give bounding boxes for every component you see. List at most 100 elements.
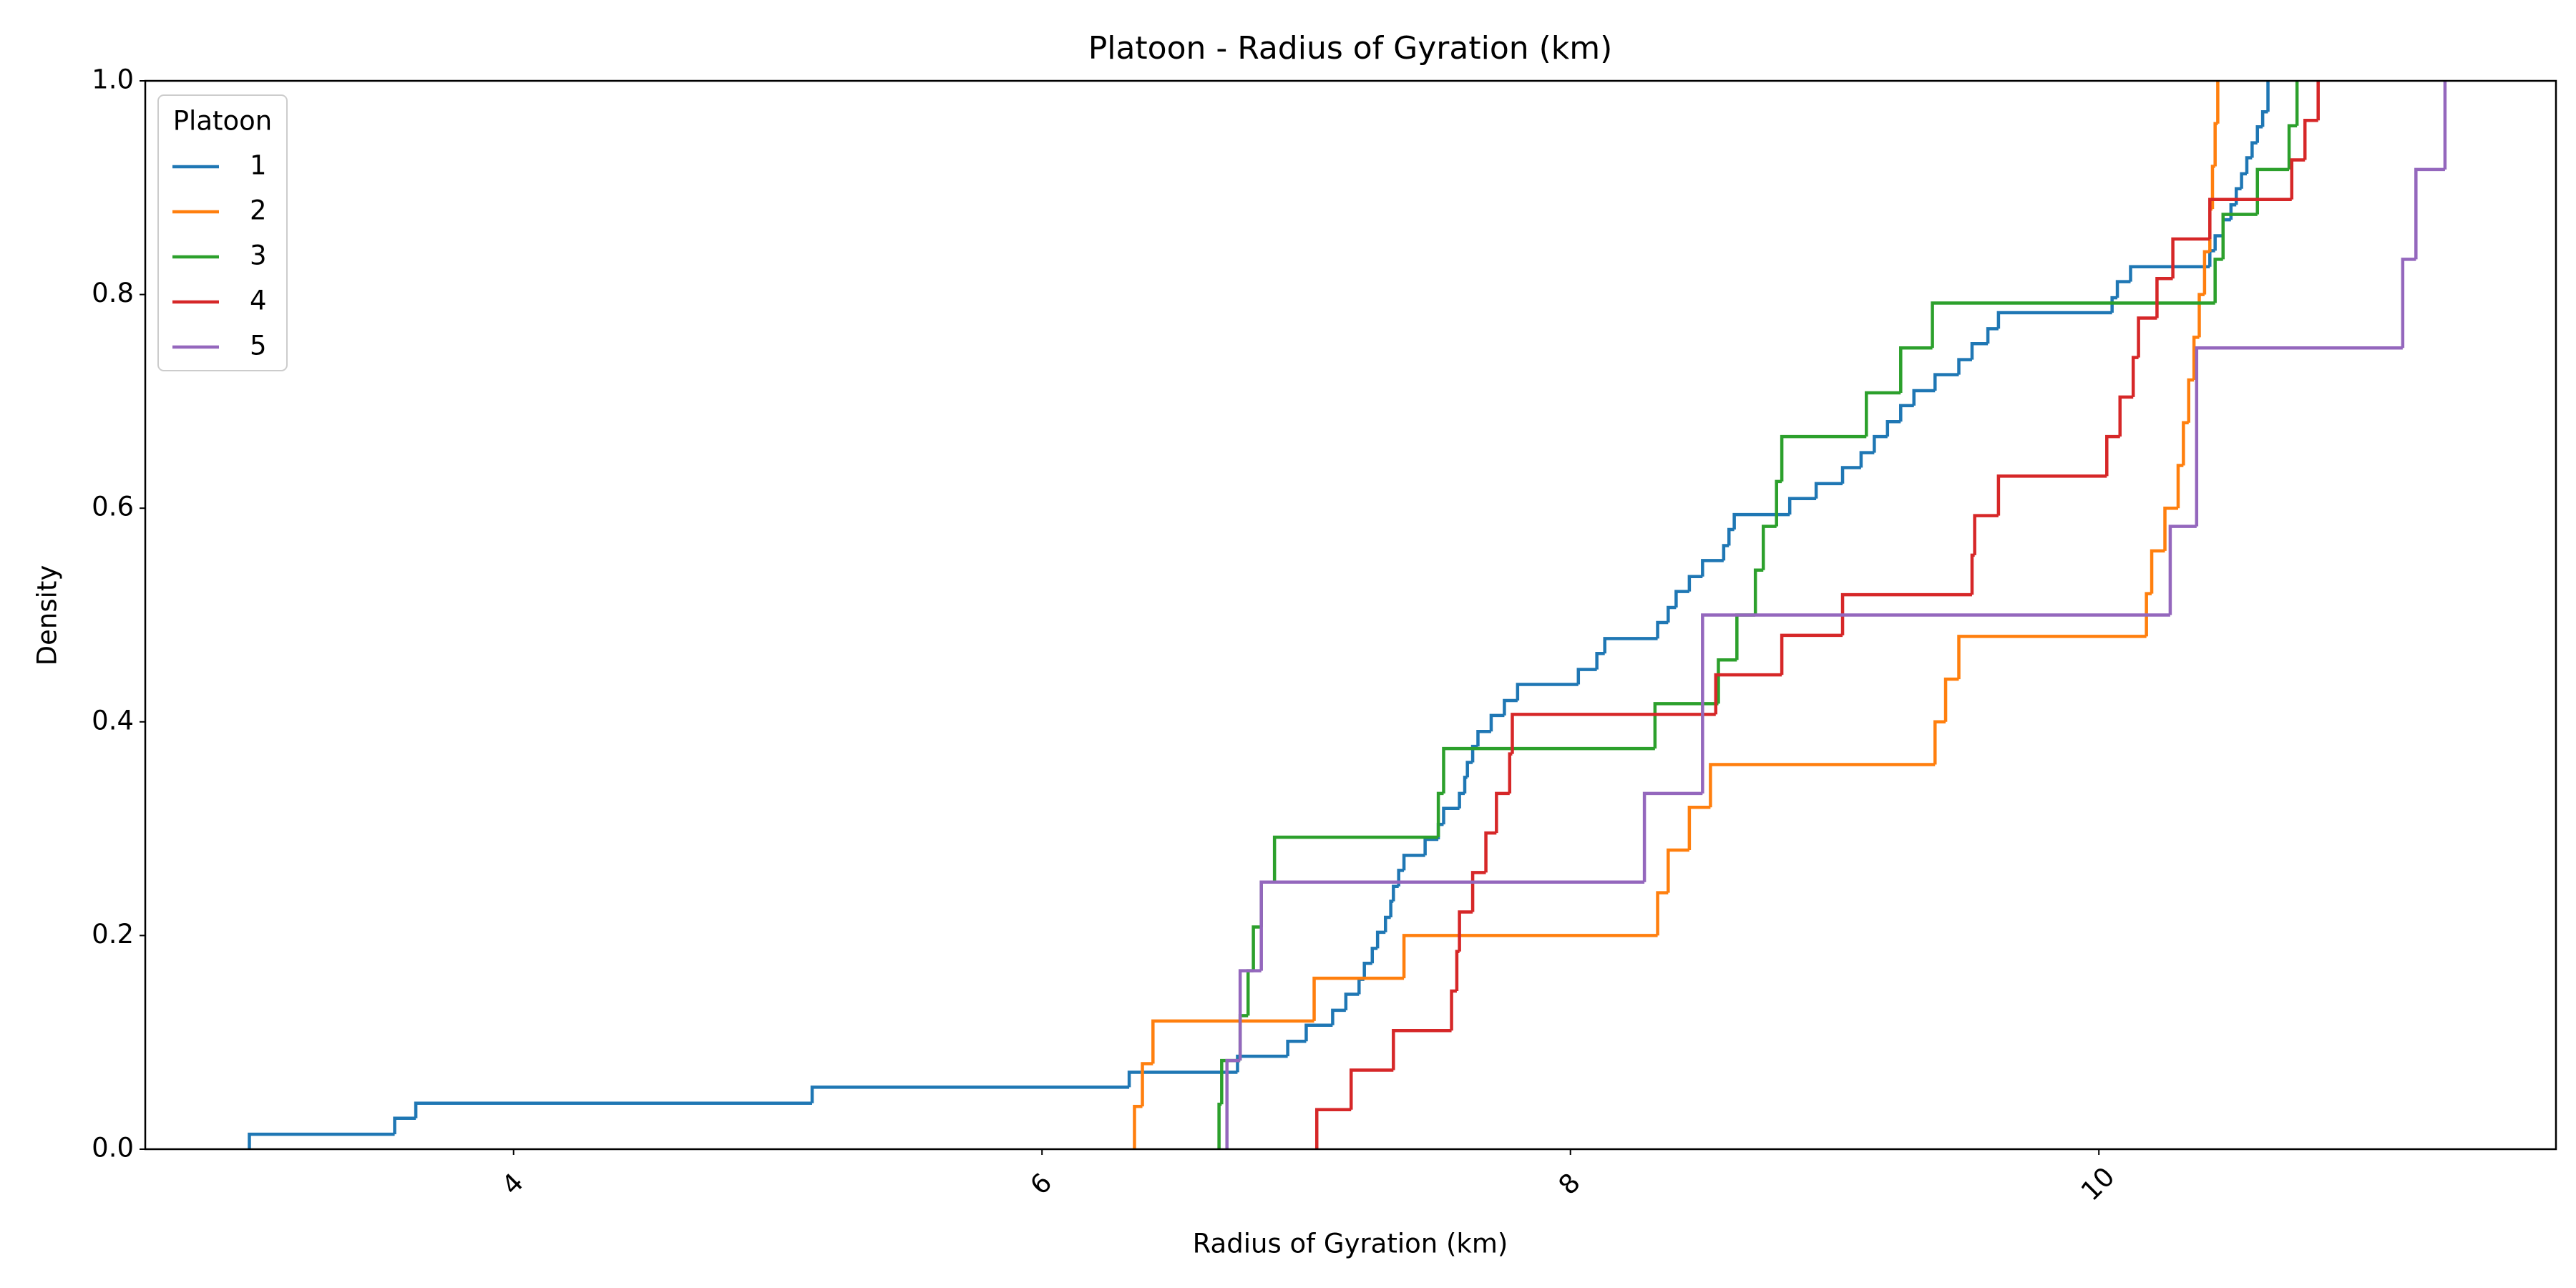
y-tick-label: 0.4	[92, 705, 134, 736]
y-tick-label: 0.2	[92, 919, 134, 950]
step-segment	[1687, 805, 1711, 850]
step-segment	[248, 1132, 395, 1149]
step-segment	[1775, 479, 1782, 527]
legend-label: 4	[250, 286, 267, 316]
step-segment	[1762, 525, 1777, 570]
step-segment	[1996, 474, 2107, 516]
step-segment	[1151, 1019, 1314, 1064]
step-segment	[1402, 854, 1425, 871]
step-segment	[1402, 934, 1658, 979]
step-segment	[1225, 1058, 1241, 1149]
step-segment	[1687, 575, 1703, 592]
step-segment	[1957, 635, 2147, 680]
step-segment	[1722, 544, 1729, 561]
step-segment	[1667, 605, 1677, 623]
step-segment	[1458, 910, 1473, 952]
step-segment	[1970, 342, 1989, 360]
step-segment	[2250, 141, 2258, 158]
step-segment	[2168, 525, 2197, 615]
step-segment	[2176, 464, 2184, 509]
step-segment	[1252, 925, 1262, 971]
step-segment	[1465, 761, 1473, 778]
step-segment	[1476, 729, 1491, 747]
step-segment	[1423, 837, 1439, 856]
step-segment	[2195, 346, 2403, 527]
plot-area	[248, 81, 2447, 1149]
y-axis-label: Density	[32, 565, 63, 666]
step-segment	[1236, 1054, 1288, 1073]
step-segment	[414, 1101, 812, 1118]
step-segment	[1489, 713, 1505, 732]
step-segment	[1495, 791, 1510, 834]
step-segment	[2213, 234, 2223, 251]
step-segment	[2145, 592, 2152, 637]
step-segment	[1442, 806, 1460, 825]
step-segment	[1933, 373, 1959, 391]
step-segment	[2208, 197, 2292, 239]
step-segment	[1667, 848, 1689, 893]
step-segment	[1470, 744, 1478, 763]
step-segment	[1931, 301, 2215, 348]
legend-label: 2	[250, 195, 267, 226]
step-segment	[1840, 466, 1861, 484]
step-segment	[1933, 720, 1946, 765]
step-segment	[1392, 1029, 1452, 1070]
step-segment	[810, 1085, 1130, 1103]
step-segment	[1331, 1008, 1346, 1025]
step-segment	[1455, 950, 1460, 992]
axes-frame	[144, 79, 2557, 1151]
step-segment	[1436, 791, 1444, 838]
step-segment	[2110, 296, 2118, 313]
legend-label: 1	[250, 150, 267, 181]
step-segment	[1642, 791, 1703, 882]
step-segment	[1787, 497, 1817, 515]
step-segment	[2131, 356, 2139, 397]
step-segment	[2115, 280, 2131, 298]
step-segment	[1973, 514, 1999, 555]
step-segment	[1375, 930, 1386, 949]
step-segment	[2192, 336, 2200, 381]
step-segment	[1714, 673, 1782, 715]
y-tick-label: 0.8	[92, 278, 134, 308]
step-segment	[2401, 258, 2416, 348]
step-segment	[2129, 265, 2210, 282]
step-segment	[1141, 1062, 1153, 1107]
step-segment	[2414, 167, 2445, 260]
step-segment	[1732, 512, 1790, 530]
step-segment	[2182, 421, 2189, 466]
step-segment	[1653, 702, 1719, 749]
step-segment	[1912, 389, 1936, 406]
step-segment	[1286, 1039, 1307, 1057]
step-segment	[1603, 637, 1658, 654]
step-segment	[1899, 404, 1914, 422]
step-segment	[2290, 158, 2306, 200]
step-segment	[1458, 791, 1465, 809]
step-segment	[1133, 1105, 1143, 1149]
legend: Platoon 1 2 3 4 5	[157, 94, 288, 371]
step-segment	[1701, 613, 2170, 794]
step-segment	[1957, 358, 1972, 375]
step-segment	[2213, 258, 2223, 303]
step-segment	[2260, 110, 2268, 127]
step-segment	[1349, 1068, 1394, 1110]
step-segment	[1780, 434, 1867, 482]
legend-box	[157, 94, 288, 371]
step-segment	[1314, 1108, 1352, 1149]
step-segment	[1885, 420, 1901, 437]
step-segment	[1656, 891, 1669, 936]
y-tick-label: 0.6	[92, 492, 134, 522]
legend-label: 3	[250, 240, 267, 271]
step-segment	[2187, 378, 2195, 423]
step-segment	[1873, 434, 1888, 453]
step-segment	[2155, 276, 2173, 318]
x-axis-label: Radius of Gyration (km)	[1193, 1229, 1508, 1259]
step-segment	[1511, 713, 1716, 754]
step-segment	[1996, 311, 2112, 329]
step-segment	[1717, 658, 1737, 704]
step-segment	[1859, 451, 1875, 468]
step-segment	[2171, 237, 2210, 279]
legend-title: Platoon	[173, 106, 273, 137]
step-segment	[1344, 992, 1360, 1010]
